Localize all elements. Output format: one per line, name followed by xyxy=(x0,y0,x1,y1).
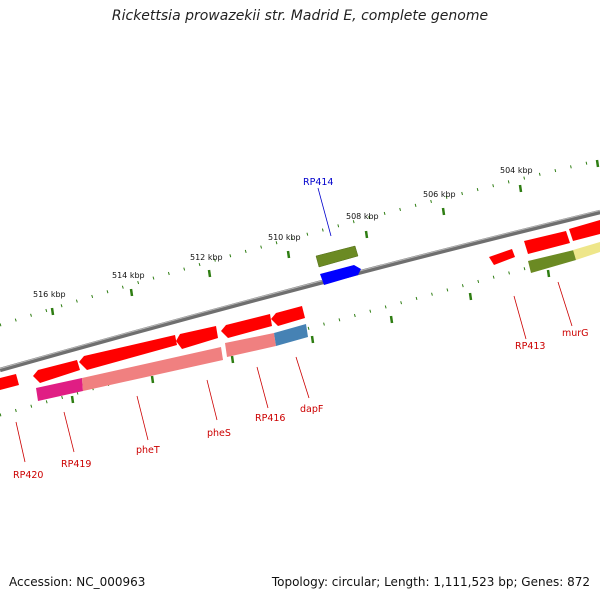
gene-feature[interactable] xyxy=(573,242,600,260)
gene-feature[interactable] xyxy=(274,324,308,346)
gene-label-dapf[interactable]: dapF xyxy=(300,404,323,415)
kbp-scale-ring xyxy=(0,158,600,327)
kbp-label: 512 kbp xyxy=(190,253,223,262)
inner-tick-ring xyxy=(0,246,600,417)
leader-line xyxy=(295,356,310,399)
gene-feature[interactable] xyxy=(79,335,177,370)
gene-feature[interactable] xyxy=(33,360,80,383)
gene-label-murg[interactable]: murG xyxy=(562,328,589,339)
gene-feature[interactable] xyxy=(489,249,515,265)
genome-backbone xyxy=(0,209,600,373)
gene-feature[interactable] xyxy=(82,347,223,391)
kbp-label: 510 kbp xyxy=(268,233,301,242)
gene-label-phet[interactable]: pheT xyxy=(136,445,160,456)
leader-line xyxy=(256,366,269,409)
leader-line xyxy=(15,421,26,463)
gene-label-rp416[interactable]: RP416 xyxy=(255,413,285,424)
gene-feature[interactable] xyxy=(176,326,218,349)
leader-line xyxy=(206,379,218,421)
gene-features-forward xyxy=(315,220,600,285)
gene-feature[interactable] xyxy=(528,250,576,273)
gene-feature[interactable] xyxy=(221,314,272,338)
accession-text: Accession: NC_000963 xyxy=(9,575,146,589)
gene-label-rp419[interactable]: RP419 xyxy=(61,459,91,470)
leader-line xyxy=(63,411,75,453)
topology-stats-text: Topology: circular; Length: 1,111,523 bp… xyxy=(271,575,590,589)
gene-feature[interactable] xyxy=(36,378,83,401)
leader-line xyxy=(513,295,527,340)
gene-label-phes[interactable]: pheS xyxy=(207,428,231,439)
leader-lines xyxy=(15,187,573,463)
map-title: Rickettsia prowazekii str. Madrid E, com… xyxy=(111,8,489,24)
kbp-label: 506 kbp xyxy=(423,190,456,199)
gene-feature[interactable] xyxy=(271,306,305,326)
kbp-major-ticks xyxy=(50,159,600,316)
kbp-labels: 516 kbp 514 kbp 512 kbp 510 kbp 508 kbp … xyxy=(33,166,533,299)
gene-feature[interactable] xyxy=(569,220,600,241)
gene-feature[interactable] xyxy=(320,265,361,285)
kbp-label: 504 kbp xyxy=(500,166,533,175)
gene-label-rp420[interactable]: RP420 xyxy=(13,470,43,481)
leader-line xyxy=(317,187,332,237)
gene-label-rp414[interactable]: RP414 xyxy=(303,177,333,188)
genome-backbone-highlight xyxy=(0,210,600,369)
gene-feature[interactable] xyxy=(225,333,276,357)
gene-feature[interactable] xyxy=(315,245,359,268)
leader-line xyxy=(557,281,573,327)
gene-feature[interactable] xyxy=(524,231,570,254)
gene-feature[interactable] xyxy=(0,374,19,390)
gene-label-rp413[interactable]: RP413 xyxy=(515,341,545,352)
kbp-label: 514 kbp xyxy=(112,271,145,280)
kbp-label: 516 kbp xyxy=(33,290,66,299)
kbp-minor-ticks xyxy=(0,158,600,327)
inner-major-ticks xyxy=(70,269,551,404)
gene-labels: RP414 RP413 murG dapF RP416 pheS pheT RP… xyxy=(13,177,589,481)
leader-line xyxy=(136,395,149,441)
kbp-label: 508 kbp xyxy=(346,212,379,221)
gene-features-reverse xyxy=(0,306,308,401)
